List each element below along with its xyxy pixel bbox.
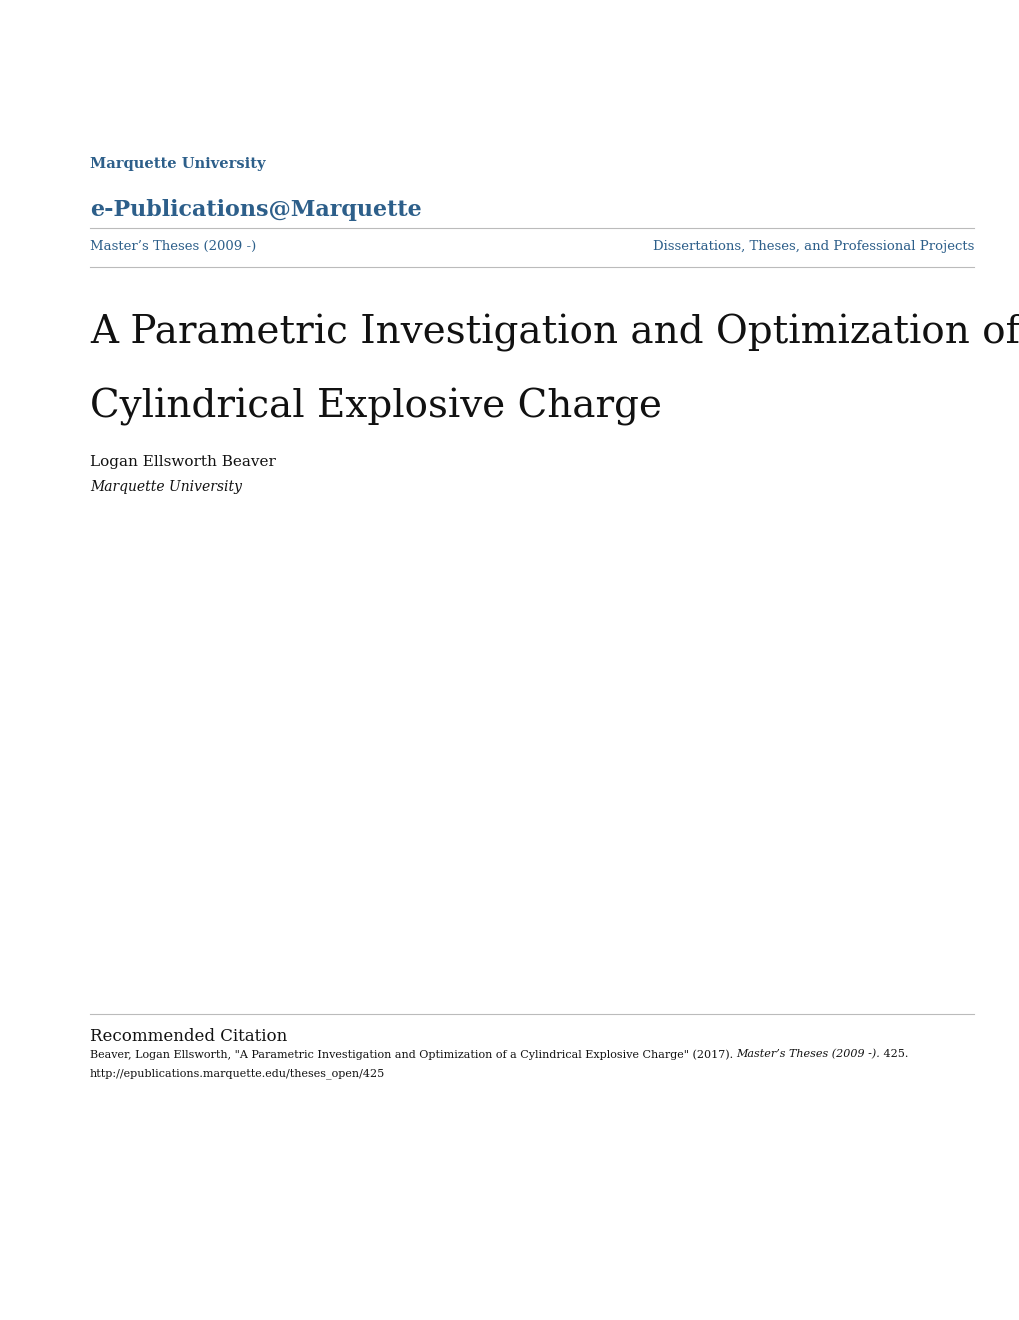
Text: Dissertations, Theses, and Professional Projects: Dissertations, Theses, and Professional … [652, 240, 973, 253]
Text: A Parametric Investigation and Optimization of a: A Parametric Investigation and Optimizat… [90, 314, 1019, 352]
Text: 425.: 425. [879, 1049, 908, 1060]
Text: Marquette University: Marquette University [90, 480, 242, 495]
Text: Cylindrical Explosive Charge: Cylindrical Explosive Charge [90, 388, 661, 426]
Text: Marquette University: Marquette University [90, 157, 265, 172]
Text: Master’s Theses (2009 -).: Master’s Theses (2009 -). [736, 1049, 879, 1060]
Text: Logan Ellsworth Beaver: Logan Ellsworth Beaver [90, 455, 275, 470]
Text: Recommended Citation: Recommended Citation [90, 1028, 286, 1045]
Text: Beaver, Logan Ellsworth, "A Parametric Investigation and Optimization of a Cylin: Beaver, Logan Ellsworth, "A Parametric I… [90, 1049, 736, 1060]
Text: e-Publications@Marquette: e-Publications@Marquette [90, 199, 421, 222]
Text: http://epublications.marquette.edu/theses_open/425: http://epublications.marquette.edu/these… [90, 1068, 384, 1078]
Text: Master’s Theses (2009 -): Master’s Theses (2009 -) [90, 240, 256, 253]
